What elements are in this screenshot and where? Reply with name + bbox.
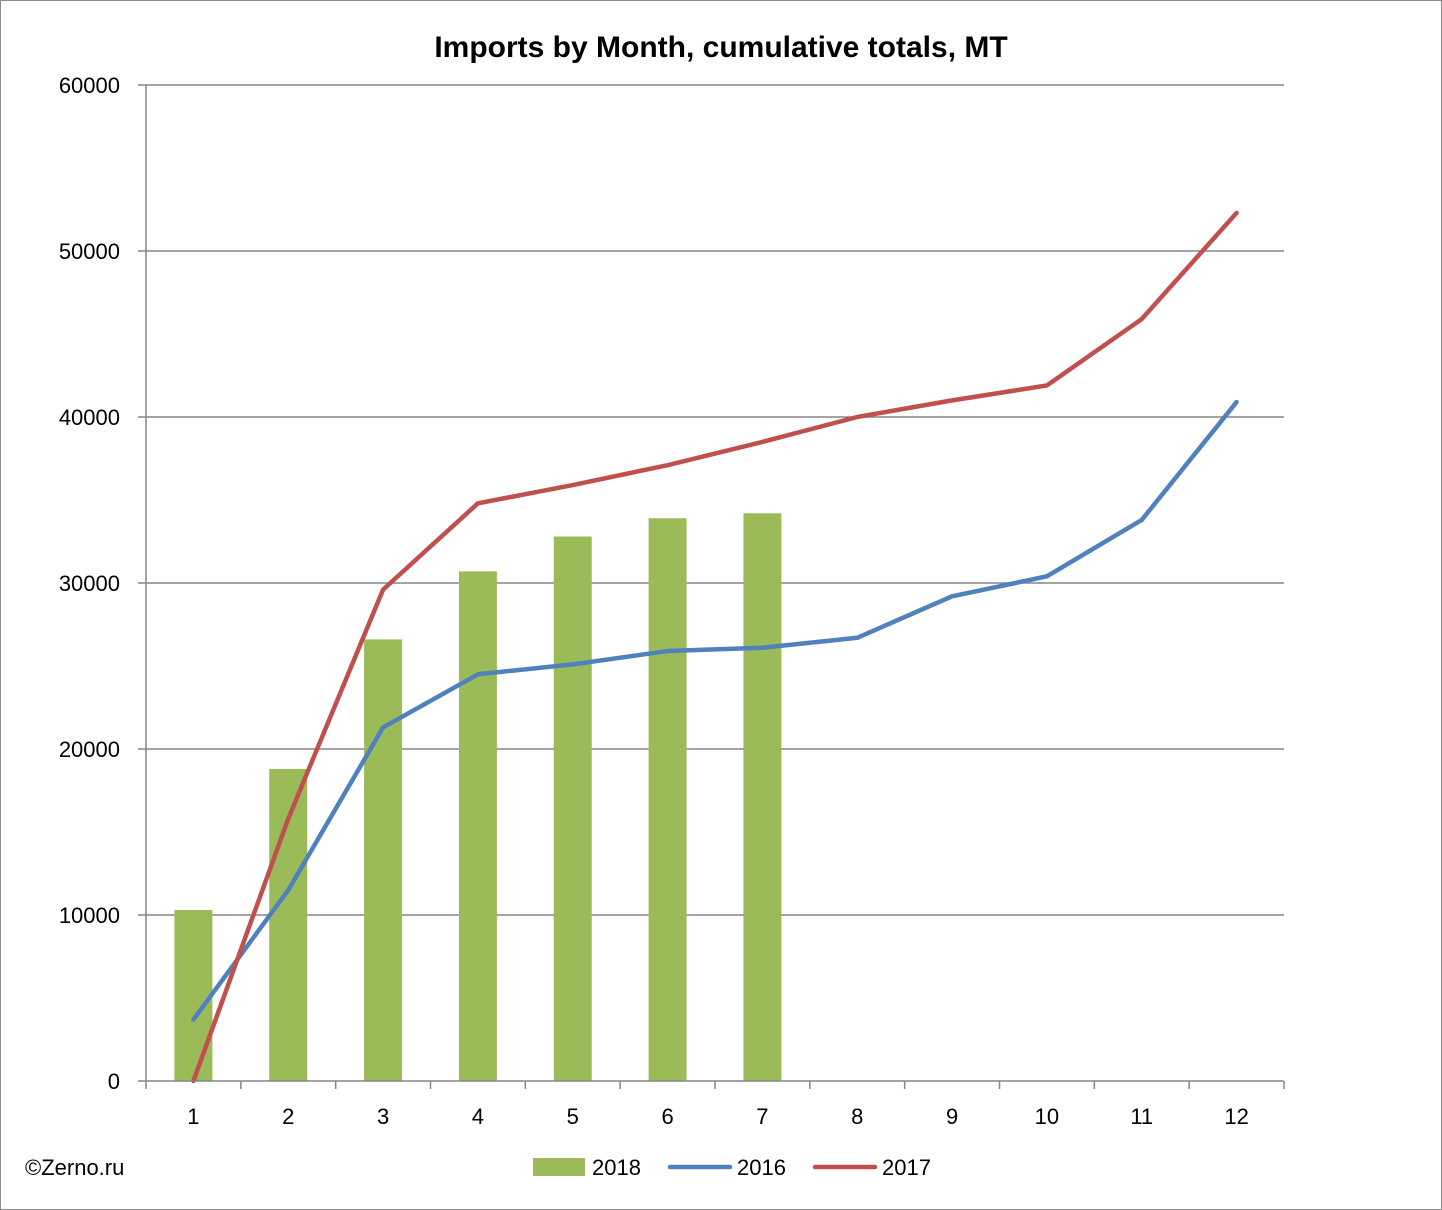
legend-label-2017: 2017 [882, 1155, 931, 1180]
legend: 2018 2016 2017 [533, 1155, 931, 1180]
bar-series-layer [174, 513, 782, 1081]
x-tick-label: 6 [661, 1104, 673, 1129]
x-tick-label: 7 [756, 1104, 768, 1129]
source-credit: ©Zerno.ru [25, 1155, 124, 1180]
bar-2018 [648, 518, 687, 1081]
legend-label-2016: 2016 [737, 1155, 786, 1180]
y-tick-label: 0 [108, 1069, 120, 1094]
bar-2018 [364, 639, 403, 1081]
x-tick-label: 11 [1130, 1104, 1153, 1129]
x-tick-label: 5 [567, 1104, 579, 1129]
y-tick-label: 20000 [59, 737, 120, 762]
bar-2018 [458, 571, 497, 1081]
bar-2018 [174, 910, 213, 1081]
x-tick-label: 1 [187, 1104, 199, 1129]
line-2016 [191, 399, 1239, 1022]
y-tick-label: 10000 [59, 903, 120, 928]
x-tick-label: 3 [377, 1104, 389, 1129]
x-tick-label: 4 [472, 1104, 484, 1129]
x-tick-label: 12 [1224, 1104, 1248, 1129]
x-tick-label: 9 [946, 1104, 958, 1129]
line-2017 [191, 210, 1239, 1084]
x-tick-label: 8 [851, 1104, 863, 1129]
chart-title: Imports by Month, cumulative totals, MT [434, 31, 1007, 64]
y-tick-label: 50000 [59, 239, 120, 264]
x-tick-label: 10 [1035, 1104, 1059, 1129]
line-series-layer [191, 210, 1239, 1084]
y-tick-label: 30000 [59, 571, 120, 596]
y-tick-label: 60000 [59, 73, 120, 98]
gridlines [146, 84, 1284, 916]
x-tick-label: 2 [282, 1104, 294, 1129]
legend-swatch-2018 [533, 1158, 585, 1176]
y-tick-label: 40000 [59, 405, 120, 430]
bar-2018 [743, 513, 782, 1081]
bar-2018 [553, 536, 592, 1081]
legend-label-2018: 2018 [592, 1155, 641, 1180]
